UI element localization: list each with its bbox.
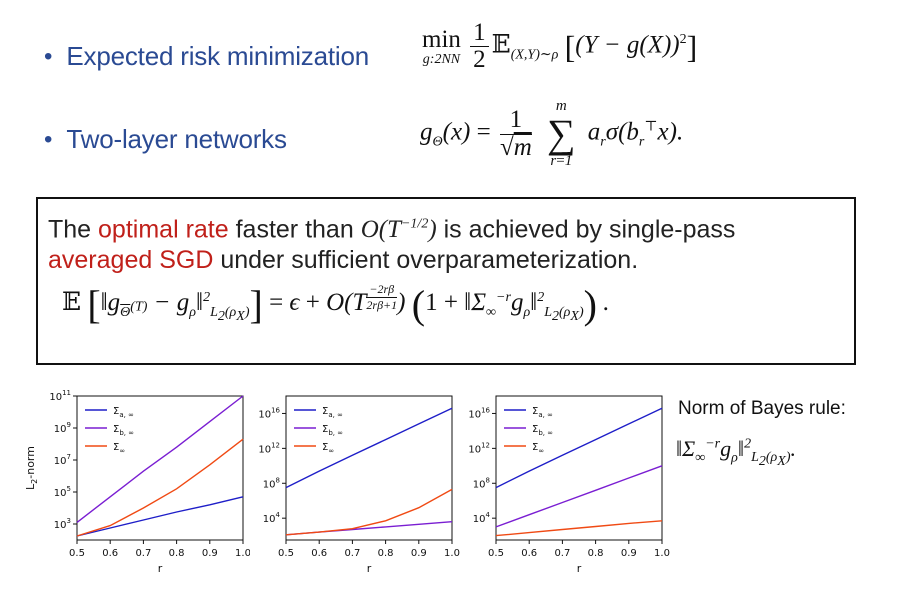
y-axis-label: L2-norm: [24, 446, 39, 490]
x-tick-label: 0.8: [588, 548, 604, 559]
series-line-2: [285, 488, 453, 536]
x-tick-label: 0.7: [554, 548, 570, 559]
bullet-label: Expected risk minimization: [66, 41, 369, 71]
legend-label-1: Σb, ∞: [113, 424, 134, 437]
series-line-0: [495, 407, 663, 489]
x-tick-label: 0.9: [411, 548, 427, 559]
legend-label-2: Σ∞: [113, 442, 125, 455]
x-tick-label: 0.8: [378, 548, 394, 559]
x-tick-label: 0.7: [344, 548, 360, 559]
chart-panel-3: 0.5 0.6 0.7 0.8 0.9 1.0 r 104 108 1012 1016 Σa, ∞ Σb…: [468, 395, 670, 575]
plot-frame: [285, 395, 453, 541]
legend-label-0: Σa, ∞: [322, 406, 343, 419]
x-tick-label: 1.0: [654, 548, 670, 559]
chart-panel-1: 0.5 0.6 0.7 0.8 0.9 1.0 r 103 105 107 109 1011 L2-no…: [24, 389, 250, 575]
y-tick-label: 1012: [258, 441, 280, 455]
x-tick-label: 0.5: [278, 548, 294, 559]
side-label: Norm of Bayes rule:: [678, 398, 846, 419]
legend-label-1: Σb, ∞: [532, 424, 553, 437]
formula-two-layer: gΘ(x) = 1 √m m ∑ r=1 arσ(br⊤x).: [420, 98, 684, 169]
series-line-0: [76, 496, 244, 537]
formula-bayes-norm: ‖Σ∞−rgρ‖2L2(ρX).: [676, 436, 796, 470]
y-tick-label: 1016: [258, 406, 280, 420]
x-tick-label: 0.7: [135, 548, 151, 559]
x-tick-label: 0.9: [202, 548, 218, 559]
result-box: The optimal rate faster than O(T−1/2) is…: [36, 197, 856, 365]
series-line-0: [285, 407, 453, 489]
bullet-label: Two-layer networks: [66, 124, 287, 154]
y-tick-label: 108: [263, 476, 280, 490]
x-tick-label: 0.6: [521, 548, 537, 559]
y-tick-label: 1016: [468, 406, 490, 420]
y-tick-label: 1012: [468, 441, 490, 455]
y-tick-label: 103: [54, 517, 71, 531]
result-statement: The optimal rate faster than O(T−1/2) is…: [48, 215, 736, 275]
x-tick-label: 0.5: [488, 548, 504, 559]
bullet-dot: •: [44, 42, 53, 70]
highlight-optimal-rate: optimal rate: [98, 215, 229, 244]
x-tick-label: 0.8: [169, 548, 185, 559]
legend-label-2: Σ∞: [532, 442, 544, 455]
x-tick-label: 0.6: [311, 548, 327, 559]
y-tick-label: 108: [473, 476, 490, 490]
x-axis-label: r: [577, 562, 582, 575]
y-tick-label: 104: [263, 511, 281, 525]
bullet-expected-risk: • Expected risk minimization: [44, 41, 369, 72]
x-axis-label: r: [158, 562, 163, 575]
legend-label-0: Σa, ∞: [113, 406, 134, 419]
bullet-dot: •: [44, 125, 53, 153]
formula-risk-min: min g:2NN 1 2 𝔼(X,Y)∼ρ [(Y − g(X))2]: [422, 19, 698, 74]
series-line-2: [495, 520, 663, 537]
y-tick-label: 109: [54, 421, 71, 435]
highlight-averaged-sgd: averaged SGD: [48, 246, 214, 275]
x-axis-label: r: [367, 562, 372, 575]
y-tick-label: 105: [54, 485, 71, 499]
y-tick-label: 107: [54, 453, 71, 467]
series-line-1: [495, 465, 663, 528]
plot-frame: [76, 395, 244, 541]
series-line-1: [76, 395, 244, 523]
formula-bound: 𝔼 [‖gΘ(T) − gρ‖2L2(ρX)] = ϵ + O(T −2rβ 2rβ…: [62, 282, 610, 327]
legend-label-2: Σ∞: [322, 442, 334, 455]
y-tick-label: 1011: [49, 389, 71, 403]
x-tick-label: 0.6: [102, 548, 118, 559]
series-line-2: [76, 438, 244, 537]
y-tick-label: 104: [473, 511, 491, 525]
legend-label-0: Σa, ∞: [532, 406, 553, 419]
legend-label-1: Σb, ∞: [322, 424, 343, 437]
x-tick-label: 0.5: [69, 548, 85, 559]
x-tick-label: 0.9: [621, 548, 637, 559]
inline-rate-formula: O(T−1/2): [360, 216, 437, 244]
x-tick-label: 1.0: [235, 548, 250, 559]
bullet-two-layer: • Two-layer networks: [44, 124, 287, 155]
plot-frame: [495, 395, 663, 541]
x-tick-label: 1.0: [444, 548, 460, 559]
chart-panel-2: 0.5 0.6 0.7 0.8 0.9 1.0 r 104 108 1012 1016 Σa, ∞ Σb…: [258, 395, 460, 575]
